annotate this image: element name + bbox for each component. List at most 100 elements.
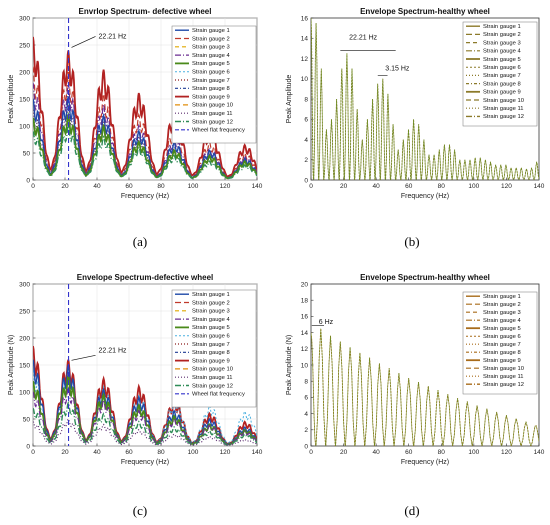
- y-tick-label: 50: [23, 416, 31, 423]
- annotation-arrow: [71, 36, 96, 48]
- x-axis-label: Frequency (Hz): [121, 459, 169, 466]
- y-tick-label: 200: [19, 69, 30, 76]
- y-axis-label: Peak Amplitude (N): [286, 335, 293, 395]
- y-tick-label: 4: [304, 137, 308, 144]
- legend-label: Strain gauge 3: [192, 309, 230, 315]
- chart-panel-c: 0 20 40 60 80 100 120 140 0 50 100 150 200 250 300 Enve…: [8, 273, 263, 466]
- legend-label: Strain gauge 7: [192, 342, 230, 348]
- legend-label: Strain gauge 8: [192, 86, 230, 92]
- y-tick-label: 150: [19, 96, 30, 103]
- y-tick-label: 0: [26, 443, 30, 450]
- legend-label: Strain gauge 9: [483, 90, 521, 96]
- x-tick-label: 60: [405, 183, 413, 190]
- x-tick-label: 140: [252, 183, 263, 190]
- legend-label: Strain gauge 6: [192, 334, 230, 340]
- series-line: [33, 66, 257, 178]
- legend-label: Strain gauge 2: [192, 300, 230, 306]
- legend-label: Strain gauge 4: [483, 49, 521, 55]
- legend-label: Wheel flat frequency: [192, 128, 245, 134]
- legend: Strain gauge 1 Strain gauge 2 Strain gauge…: [171, 289, 257, 408]
- y-tick-label: 2: [304, 157, 308, 164]
- series-line: [33, 96, 257, 179]
- legend-label: Strain gauge 1: [192, 292, 230, 298]
- legend-box: [462, 291, 538, 395]
- y-tick-label: 200: [19, 335, 30, 342]
- legend-label: Strain gauge 11: [483, 374, 524, 380]
- legend-label: Strain gauge 10: [483, 98, 524, 104]
- series-line: [33, 36, 257, 178]
- chart-title: Envelope Spectrum-healthy wheel: [360, 7, 490, 16]
- y-tick-label: 16: [301, 15, 309, 22]
- x-tick-label: 120: [220, 183, 231, 190]
- y-tick-label: 250: [19, 42, 30, 49]
- y-tick-label: 12: [301, 56, 309, 63]
- legend: Strain gauge 1 Strain gauge 2 Strain gauge…: [462, 21, 538, 127]
- x-tick-label: 40: [93, 183, 101, 190]
- x-tick-label: 100: [188, 449, 199, 456]
- legend-label: Strain gauge 4: [192, 317, 230, 323]
- y-tick-label: 14: [301, 36, 309, 43]
- x-tick-label: 120: [501, 183, 512, 190]
- x-tick-label: 120: [220, 449, 231, 456]
- legend-label: Strain gauge 6: [483, 65, 521, 71]
- annotation-label: 3.15 Hz: [385, 66, 410, 73]
- x-tick-label: 40: [373, 183, 381, 190]
- panel-caption: (b): [404, 234, 419, 249]
- legend-label: Strain gauge 10: [192, 103, 233, 109]
- series-group: [33, 36, 257, 180]
- legend-label: Strain gauge 4: [192, 53, 230, 59]
- x-tick-label: 100: [188, 183, 199, 190]
- y-tick-label: 6: [304, 117, 308, 124]
- y-tick-label: 100: [19, 123, 30, 130]
- series-line: [33, 111, 257, 180]
- y-tick-label: 8: [304, 379, 308, 386]
- x-tick-label: 120: [501, 449, 512, 456]
- x-tick-label: 140: [534, 449, 545, 456]
- y-tick-label: 0: [304, 177, 308, 184]
- legend-label: Strain gauge 2: [483, 302, 521, 308]
- legend-label: Strain gauge 12: [483, 382, 524, 388]
- x-tick-label: 80: [157, 183, 165, 190]
- legend-label: Strain gauge 7: [483, 342, 521, 348]
- chart-panel-b: 0 20 40 60 80 100 120 140 0 2 4 6 8 10 12 14 16 Envelope …: [286, 7, 545, 200]
- series-line: [311, 18, 539, 180]
- y-tick-label: 20: [301, 281, 309, 288]
- series-group: [33, 345, 257, 446]
- legend-box: [171, 25, 257, 144]
- series-line: [33, 417, 257, 446]
- y-tick-label: 0: [304, 443, 308, 450]
- legend-label: Strain gauge 8: [192, 350, 230, 356]
- legend-label: Strain gauge 1: [483, 294, 521, 300]
- legend-label: Strain gauge 6: [192, 70, 230, 76]
- chart-title: Envrlop Spectrum- defective wheel: [79, 7, 212, 16]
- y-tick-label: 50: [23, 150, 31, 157]
- legend-label: Strain gauge 8: [483, 81, 521, 87]
- x-axis-label: Frequency (Hz): [121, 193, 169, 200]
- legend-label: Strain gauge 9: [192, 94, 230, 100]
- legend-label: Strain gauge 2: [483, 32, 521, 38]
- annotation-label: 22.21 Hz: [99, 347, 128, 354]
- legend-label: Strain gauge 11: [192, 375, 233, 381]
- y-tick-label: 4: [304, 411, 308, 418]
- series-line: [311, 328, 539, 446]
- legend-label: Strain gauge 3: [483, 40, 521, 46]
- series-line: [33, 384, 257, 446]
- legend: Strain gauge 1 Strain gauge 2 Strain gauge…: [462, 291, 538, 395]
- y-tick-label: 18: [301, 298, 309, 305]
- legend-label: Strain gauge 12: [192, 119, 233, 125]
- x-tick-label: 80: [438, 449, 446, 456]
- y-tick-label: 250: [19, 308, 30, 315]
- legend-label: Strain gauge 11: [483, 106, 524, 112]
- legend-label: Strain gauge 4: [483, 318, 521, 324]
- x-tick-label: 40: [93, 449, 101, 456]
- y-tick-label: 0: [26, 177, 30, 184]
- x-tick-label: 20: [61, 449, 69, 456]
- x-tick-label: 100: [468, 183, 479, 190]
- y-tick-label: 10: [301, 362, 309, 369]
- legend-label: Strain gauge 8: [483, 350, 521, 356]
- y-tick-label: 2: [304, 427, 308, 434]
- legend-label: Strain gauge 9: [192, 358, 230, 364]
- legend-label: Strain gauge 12: [483, 114, 524, 120]
- legend-label: Wheel flat frequency: [192, 392, 245, 398]
- series-group: [311, 18, 539, 180]
